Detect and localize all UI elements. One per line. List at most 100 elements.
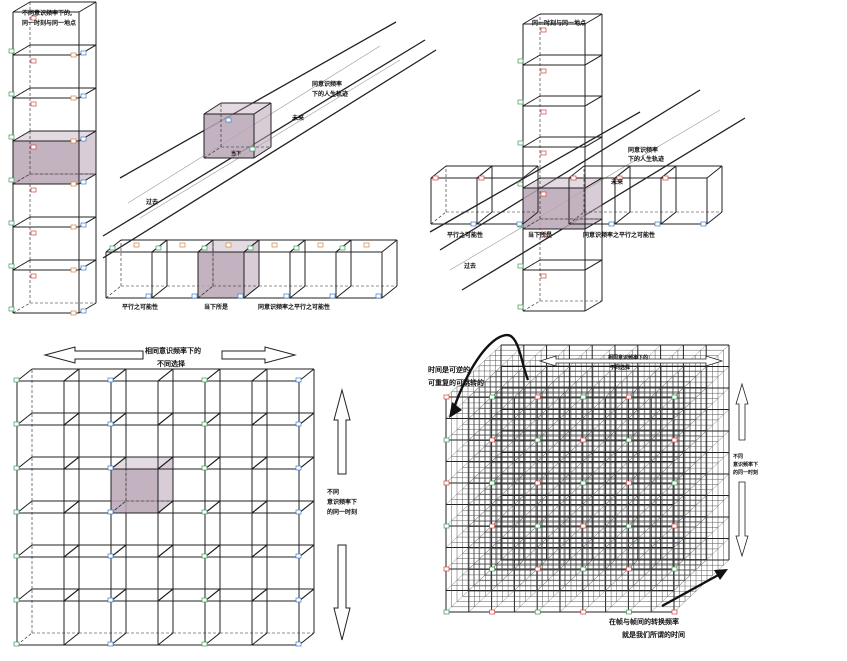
wire-cube	[204, 500, 268, 558]
grid-side-label-line2: 意识频率下	[327, 498, 357, 506]
lattice-depth	[514, 344, 570, 398]
node-tag	[700, 221, 707, 227]
node-tag	[608, 221, 615, 227]
grid-arrow-down	[333, 544, 351, 641]
cross-label-future: 未来	[611, 178, 624, 186]
node-tag	[489, 437, 495, 443]
lattice-depth	[582, 344, 638, 398]
lattice-depth	[673, 495, 730, 548]
grid-arrow-right	[221, 346, 297, 364]
node-tag	[626, 394, 632, 400]
cross-row-label-current: 当下所是	[528, 231, 553, 239]
track-top-cube-row	[105, 239, 398, 299]
big-cube-bottom-label-line1: 在帧与帧间的转换频率	[609, 617, 679, 626]
highlight-side	[158, 457, 173, 513]
node-tag	[155, 245, 162, 251]
timeline-line	[119, 21, 397, 179]
node-tag	[671, 566, 678, 572]
wire-cube	[110, 588, 174, 646]
highlight-side	[244, 240, 259, 298]
wire-cube	[522, 177, 603, 230]
tower-left-panel: 不同意识频率下的, 同一时刻与同一地点	[8, 1, 97, 316]
node-tag	[489, 480, 495, 486]
node-tag	[517, 99, 524, 105]
node-tag	[70, 181, 77, 187]
node-tag	[443, 609, 450, 615]
node-tag	[70, 267, 77, 273]
lattice-depth	[673, 409, 730, 462]
wire-cube	[16, 456, 80, 514]
grid-bottom-left-panel: 相同意识频率下的 不同选择 不同 意识频率下 的同一时刻	[13, 346, 357, 647]
lattice-depth	[673, 366, 730, 419]
wire-cube	[110, 456, 174, 514]
node-tag	[470, 221, 477, 227]
node-tag	[489, 566, 495, 572]
node-tag	[295, 465, 302, 471]
wire-cube	[204, 368, 268, 426]
wire-cube	[204, 588, 268, 646]
node-tag	[283, 293, 290, 299]
cross-label-same-freq-line2: 下的人生轨迹	[628, 155, 664, 163]
wire-cube	[660, 165, 723, 225]
lattice-depth	[673, 344, 730, 398]
node-tag	[580, 566, 587, 572]
lattice-depth	[673, 473, 730, 527]
node-tag	[534, 437, 541, 443]
node-tag	[70, 224, 77, 230]
node-tag	[580, 609, 587, 615]
node-tag	[30, 273, 37, 279]
node-tag	[225, 117, 232, 123]
node-tag	[540, 150, 547, 156]
track-row-label-current: 当下所是	[204, 303, 229, 311]
node-tag	[317, 242, 324, 248]
node-tag	[201, 377, 208, 383]
big-cube-side-label-line2: 意识频率下	[733, 461, 758, 468]
wire-cube	[251, 456, 315, 514]
wire-cube	[522, 54, 603, 107]
node-tag	[80, 136, 87, 142]
big-cube-top-label-line1: 相同意识频率下的	[608, 354, 648, 361]
big-cube-bottom-label-line2: 就是我们所谓的时间	[622, 630, 685, 639]
lattice-depth	[537, 344, 593, 398]
big-cube-arrow-top	[538, 355, 724, 367]
node-tag	[443, 566, 450, 572]
node-tag	[540, 27, 547, 33]
cross-row-label-same-freq: 同意识频率之平行之可能性	[583, 231, 655, 239]
node-tag	[80, 179, 87, 185]
cross-right-title: 同一时刻与同一地点	[532, 19, 586, 27]
node-tag	[517, 304, 524, 310]
node-tag	[671, 523, 678, 529]
node-tag	[201, 597, 208, 603]
wire-cube	[157, 544, 221, 602]
grid-side-label-line1: 不同	[327, 488, 339, 496]
node-tag	[443, 394, 450, 400]
track-label-same-freq-line2: 下的人生轨迹	[312, 90, 348, 98]
wire-cube	[522, 13, 603, 66]
wire-cube	[63, 588, 127, 646]
wire-cube	[12, 1, 97, 56]
node-tag	[201, 421, 208, 427]
track-row-label-same-freq: 同意识频率之平行之可能性	[258, 303, 330, 311]
grid-side-label-line3: 的同一时刻	[327, 508, 357, 516]
wire-cube	[251, 588, 315, 646]
node-tag	[145, 293, 152, 299]
cross-timeline-line	[429, 111, 641, 233]
cross-right-panel: 同一时刻与同一地点 同意识频率 下的人生轨迹 未来 过去 平行之可能性 当下所是…	[429, 13, 746, 312]
node-tag	[517, 140, 524, 146]
node-tag	[8, 91, 15, 97]
wire-cube	[522, 95, 603, 148]
track-label-same-freq-line1: 同意识频率	[312, 80, 342, 88]
wire-cube	[16, 368, 80, 426]
node-tag	[517, 58, 524, 64]
highlight-face	[13, 141, 79, 184]
node-tag	[107, 553, 114, 559]
wire-cube	[204, 544, 268, 602]
wire-cube	[430, 165, 493, 225]
cross-timeline-line	[461, 117, 746, 291]
node-tag	[70, 52, 77, 58]
node-tag	[626, 437, 632, 443]
wire-cube	[63, 544, 127, 602]
node-tag	[107, 597, 114, 603]
grid-bottom-left-cubes	[13, 368, 315, 647]
